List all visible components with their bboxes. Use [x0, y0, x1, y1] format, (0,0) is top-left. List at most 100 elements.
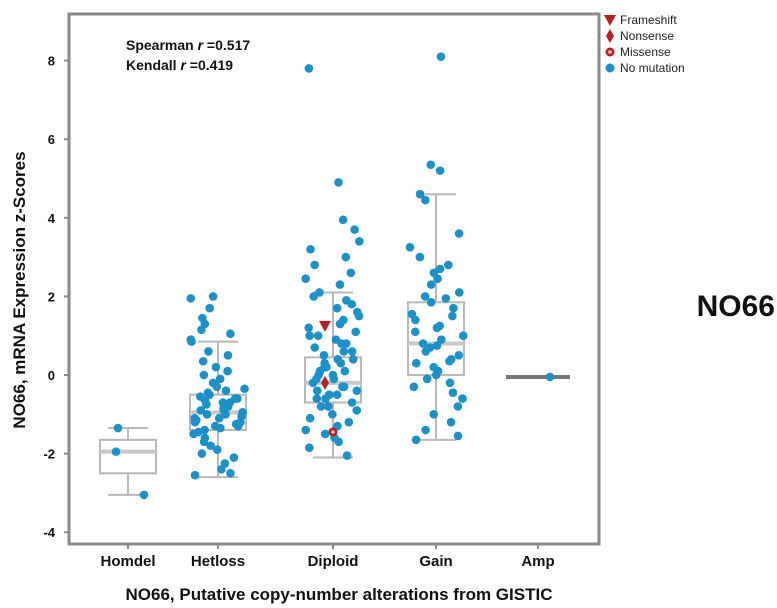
data-point [444, 260, 453, 270]
data-point [458, 394, 467, 403]
data-point [332, 303, 342, 313]
data-point [340, 366, 350, 376]
data-point [449, 303, 458, 313]
data-point [335, 280, 345, 289]
data-point [310, 260, 320, 270]
data-point [197, 325, 206, 335]
data-point [325, 390, 334, 399]
data-point [347, 398, 357, 407]
y-tick-label: 2 [48, 289, 55, 304]
data-point [448, 311, 457, 321]
data-point [328, 410, 337, 419]
data-point [454, 288, 464, 297]
data-point [339, 347, 349, 356]
data-point [319, 351, 329, 360]
data-point [312, 386, 322, 396]
data-point [139, 490, 149, 500]
data-point [352, 406, 362, 415]
data-point [354, 311, 364, 321]
data-point [308, 378, 318, 388]
gene-label: NO66 [697, 290, 775, 323]
data-point [350, 225, 359, 234]
data-point [223, 402, 233, 411]
data-point [405, 242, 415, 252]
legend-label: Missense [620, 45, 671, 59]
data-point [221, 386, 231, 396]
data-point [320, 362, 329, 372]
data-point [312, 394, 322, 403]
data-point [194, 427, 203, 437]
data-point [352, 386, 362, 396]
data-point [190, 417, 200, 427]
data-point [214, 413, 224, 423]
x-tick-label: Gain [419, 553, 452, 570]
data-point [204, 347, 213, 356]
data-point [215, 374, 225, 384]
data-point [454, 351, 464, 360]
data-point [206, 441, 216, 451]
box-iqr [99, 438, 157, 475]
x-tick-label: Diploid [308, 553, 359, 570]
data-point [202, 400, 211, 409]
data-point [421, 425, 430, 435]
x-tick-label: Homdel [100, 553, 155, 570]
data-point [347, 347, 357, 356]
data-point [335, 319, 345, 329]
data-point [202, 410, 212, 419]
legend: Frameshift Nonsense Missense No mutation [604, 13, 685, 75]
data-point [211, 362, 221, 372]
data-point [111, 447, 121, 456]
data-point [351, 327, 360, 337]
data-point [205, 390, 214, 399]
data-point [441, 294, 451, 303]
data-point [545, 372, 555, 382]
mutation-markers [319, 320, 338, 437]
data-point [347, 299, 357, 309]
y-tick-label: 6 [48, 132, 55, 147]
data-point [226, 468, 235, 478]
boxplots [99, 193, 570, 496]
data-point [433, 274, 442, 284]
data-point [426, 160, 436, 170]
data-point [342, 451, 352, 460]
legend-nonsense-icon [606, 29, 614, 43]
data-point [411, 435, 421, 445]
y-axis-label: NO66, mRNA Expression z-Scores [10, 151, 29, 428]
data-point [346, 268, 356, 278]
data-point [435, 264, 445, 274]
data-point [199, 370, 209, 380]
data-point [437, 335, 446, 344]
legend-no-mutation-icon [605, 63, 615, 73]
data-point [454, 229, 464, 238]
data-point [301, 274, 311, 284]
data-point [310, 343, 320, 352]
missense-marker-center [331, 430, 335, 434]
data-point [338, 215, 348, 225]
data-point [233, 421, 243, 431]
data-point [418, 339, 428, 348]
nonsense-marker [321, 375, 329, 390]
data-point [240, 384, 249, 394]
data-point [306, 244, 315, 254]
data-point [355, 237, 364, 246]
data-point [217, 465, 226, 474]
x-tick-label: Amp [521, 553, 554, 570]
x-tick-label: Hetloss [191, 553, 245, 570]
data-point [229, 453, 239, 462]
data-point [113, 423, 123, 433]
data-point [334, 437, 343, 447]
spearman-stat: Spearman r =0.517 [126, 37, 250, 53]
data-point [453, 402, 463, 411]
data-point [415, 252, 425, 262]
x-axis: Homdel Hetloss Diploid Gain Amp [100, 544, 555, 570]
data-point [198, 356, 208, 366]
data-point [338, 382, 347, 392]
data-point [429, 410, 439, 419]
data-point [445, 378, 455, 388]
data-point [216, 423, 225, 433]
legend-label: Frameshift [620, 13, 677, 27]
data-point [314, 370, 323, 380]
data-point [453, 431, 463, 441]
data-point [435, 166, 445, 175]
